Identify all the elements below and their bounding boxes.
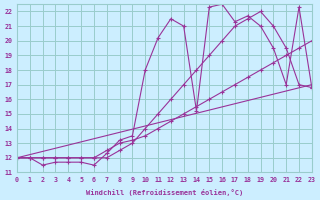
X-axis label: Windchill (Refroidissement éolien,°C): Windchill (Refroidissement éolien,°C) xyxy=(86,189,243,196)
